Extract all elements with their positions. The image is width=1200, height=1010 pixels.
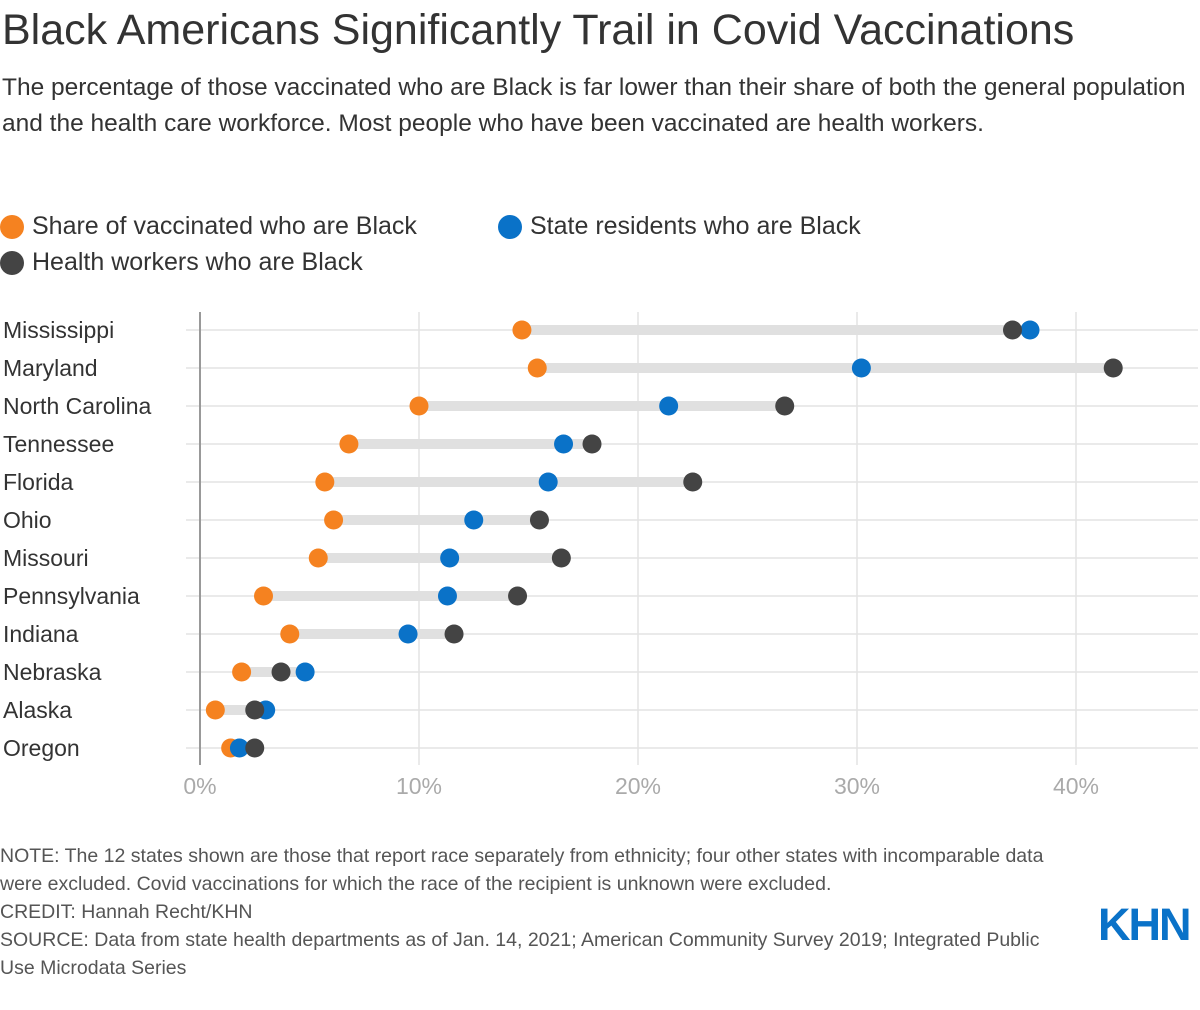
state-label: Missouri <box>3 545 89 571</box>
health-workers-dot <box>529 510 549 530</box>
residents-dot <box>1020 320 1040 340</box>
state-label: Maryland <box>3 355 98 381</box>
vaccinated-dot <box>315 472 335 492</box>
residents-dot <box>554 434 574 454</box>
vaccinated-dot <box>308 548 328 568</box>
health-workers-dot <box>245 738 265 758</box>
chart-subtitle: The percentage of those vaccinated who a… <box>2 74 1186 137</box>
health-workers-dot <box>551 548 571 568</box>
state-label: Pennsylvania <box>3 583 140 609</box>
vaccinated-dot <box>280 624 300 644</box>
note-text: NOTE: The 12 states shown are those that… <box>0 845 1044 895</box>
residents-dot <box>295 662 315 682</box>
residents-dot <box>437 586 457 606</box>
x-tick-label: 0% <box>183 773 216 799</box>
source-text: SOURCE: Data from state health departmen… <box>0 929 1040 979</box>
health-workers-dot <box>1002 320 1022 340</box>
legend-swatch <box>0 250 24 275</box>
state-label: Alaska <box>3 697 72 723</box>
vaccinated-dot <box>205 700 225 720</box>
legend-label: Health workers who are Black <box>32 248 363 276</box>
health-workers-dot <box>582 434 602 454</box>
khn-logo: KHN <box>1098 899 1191 950</box>
residents-dot <box>440 548 460 568</box>
state-label: Florida <box>3 469 74 495</box>
legend-item-health-workers: Health workers who are Black <box>0 248 363 277</box>
residents-dot <box>229 738 249 758</box>
health-workers-dot <box>683 472 703 492</box>
state-label: Oregon <box>3 735 80 761</box>
legend-label: State residents who are Black <box>530 212 861 240</box>
state-label: North Carolina <box>3 393 151 419</box>
x-tick-label: 40% <box>1053 773 1099 799</box>
footnotes: NOTE: The 12 states shown are those that… <box>0 842 1060 982</box>
legend-swatch <box>0 214 24 239</box>
health-workers-dot <box>444 624 464 644</box>
legend-swatch <box>498 214 522 239</box>
residents-dot <box>398 624 418 644</box>
vaccinated-dot <box>339 434 359 454</box>
legend-item-residents: State residents who are Black <box>498 212 861 241</box>
x-tick-label: 30% <box>834 773 880 799</box>
x-tick-label: 20% <box>615 773 661 799</box>
vaccinated-dot <box>527 358 547 378</box>
health-workers-dot <box>1103 358 1123 378</box>
vaccinated-dot <box>254 586 274 606</box>
residents-dot <box>851 358 871 378</box>
legend-item-vaccinated: Share of vaccinated who are Black <box>0 212 417 241</box>
state-label: Nebraska <box>3 659 102 685</box>
vaccinated-dot <box>232 662 252 682</box>
health-workers-dot <box>245 700 265 720</box>
state-label: Tennessee <box>3 431 114 457</box>
chart-title: Black Americans Significantly Trail in C… <box>2 6 1075 54</box>
state-label: Ohio <box>3 507 52 533</box>
health-workers-dot <box>775 396 795 416</box>
dot-plot: 0% 10% 20% 30% 40% Mississippi Maryland North C… <box>3 312 1198 799</box>
vaccinated-dot <box>324 510 344 530</box>
health-workers-dot <box>508 586 528 606</box>
residents-dot <box>538 472 558 492</box>
state-label: Mississippi <box>3 317 114 343</box>
vaccinated-dot <box>512 320 532 340</box>
health-workers-dot <box>271 662 291 682</box>
residents-dot <box>464 510 484 530</box>
credit-text: CREDIT: Hannah Recht/KHN <box>0 901 253 923</box>
residents-dot <box>659 396 679 416</box>
vaccinated-dot <box>409 396 429 416</box>
x-tick-label: 10% <box>396 773 442 799</box>
legend-label: Share of vaccinated who are Black <box>32 212 417 240</box>
state-label: Indiana <box>3 621 79 647</box>
